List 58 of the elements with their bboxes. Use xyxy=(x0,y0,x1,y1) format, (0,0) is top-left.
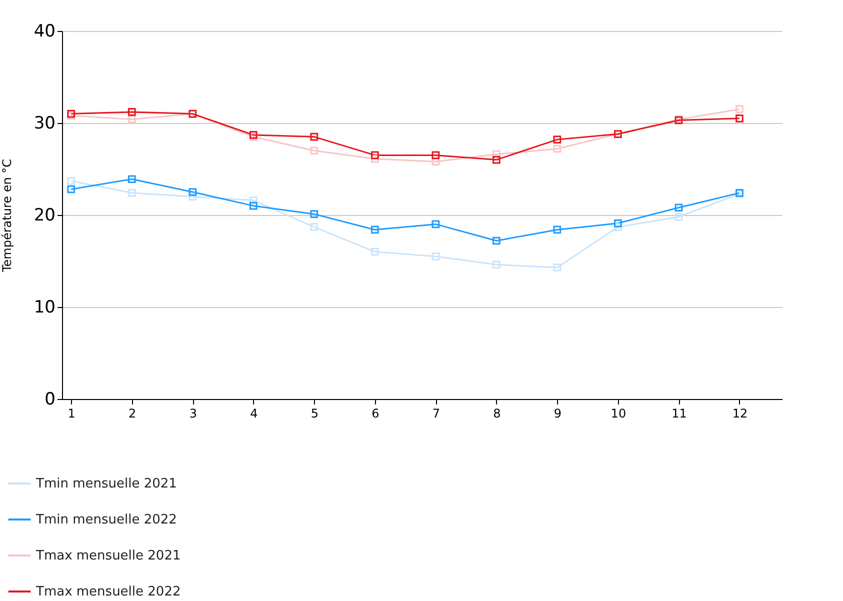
x-tick-label: 11 xyxy=(672,406,687,420)
point xyxy=(492,260,500,269)
x-tick-label: 2 xyxy=(128,406,136,420)
point xyxy=(67,177,76,185)
x-tick-label: 1 xyxy=(68,406,76,420)
legend-label: Tmax mensuelle 2022 xyxy=(35,584,181,600)
point xyxy=(614,223,622,231)
point xyxy=(492,236,500,245)
y-tick-label: 30 xyxy=(34,114,56,134)
point xyxy=(310,146,318,155)
point xyxy=(128,108,136,116)
x-tick-label: 9 xyxy=(554,406,562,420)
point xyxy=(432,151,440,160)
point xyxy=(371,248,379,256)
point xyxy=(371,154,379,163)
point xyxy=(736,114,744,122)
point xyxy=(492,156,500,164)
x-tick-label: 7 xyxy=(432,406,440,420)
legend-label: Tmax mensuelle 2021 xyxy=(35,548,181,564)
point xyxy=(188,188,197,196)
x-tick-label: 5 xyxy=(310,406,318,420)
point xyxy=(249,196,258,204)
point xyxy=(128,189,136,197)
point xyxy=(128,115,136,124)
x-tick-label: 12 xyxy=(732,406,748,420)
point xyxy=(614,219,622,228)
point xyxy=(736,105,744,114)
point xyxy=(432,252,440,260)
point xyxy=(310,223,318,231)
y-tick-label: 10 xyxy=(34,298,56,318)
point xyxy=(432,220,440,228)
x-tick-label: 8 xyxy=(493,406,501,420)
legend-label: Tmin mensuelle 2021 xyxy=(35,476,177,492)
y-tick-label: 0 xyxy=(44,390,56,410)
point xyxy=(310,210,318,218)
y-tick-label: 20 xyxy=(34,206,56,226)
y-tick-label: 40 xyxy=(34,22,56,42)
point xyxy=(67,185,76,194)
x-tick-label: 10 xyxy=(610,406,626,420)
point xyxy=(553,226,562,234)
point xyxy=(492,150,500,158)
point xyxy=(553,144,562,153)
legend-label: Tmin mensuelle 2022 xyxy=(35,512,177,528)
point xyxy=(188,192,197,201)
point xyxy=(553,264,562,272)
point xyxy=(249,202,258,210)
point xyxy=(128,175,136,184)
x-tick-label: 4 xyxy=(250,406,258,420)
point xyxy=(310,132,318,141)
point xyxy=(371,226,379,234)
point xyxy=(674,212,683,221)
point xyxy=(674,204,683,212)
x-tick-label: 3 xyxy=(189,406,197,420)
point xyxy=(371,151,379,160)
point xyxy=(432,158,440,166)
point xyxy=(553,136,562,144)
y-axis-title: Température en °C xyxy=(0,158,14,274)
x-tick-label: 6 xyxy=(372,406,380,420)
